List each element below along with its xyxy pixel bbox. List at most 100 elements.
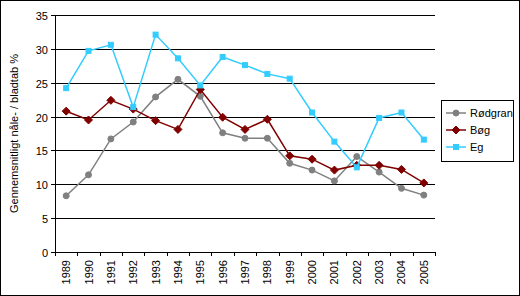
data-point [377,115,382,120]
data-point [310,110,315,115]
data-point [153,94,159,100]
data-point [399,110,404,115]
data-point [420,179,428,187]
y-tick [51,252,55,253]
x-tick-divider [390,252,391,256]
legend-marker [452,126,460,134]
x-tick-divider [301,252,302,256]
data-point [198,83,203,88]
y-tick [51,117,55,118]
data-point [421,137,426,142]
x-tick-divider [346,252,347,256]
data-point [263,115,271,123]
legend-marker [454,145,459,150]
x-tick-label: 1992 [127,260,139,284]
grid-line [55,184,435,185]
x-tick-divider [100,252,101,256]
x-tick-label: 2001 [328,260,340,284]
data-point [243,63,248,68]
grid-line [55,218,435,219]
data-point [107,96,115,104]
x-tick-label: 1993 [150,260,162,284]
x-tick-divider [413,252,414,256]
data-point [63,193,69,199]
y-tick [51,218,55,219]
data-point [174,125,182,133]
data-point [152,117,160,125]
x-tick-divider [189,252,190,256]
data-point [219,113,227,121]
y-tick-label: 25 [36,78,48,90]
data-point [129,105,137,113]
grid-line [55,150,435,151]
data-point [108,42,113,47]
data-point [131,105,136,110]
x-tick-label: 1994 [172,260,184,284]
x-tick-label: 2002 [351,260,363,284]
legend-label: Rødgran [470,107,513,119]
y-tick-label: 30 [36,44,48,56]
data-point [264,135,270,141]
x-tick-divider [279,252,280,256]
data-point [220,130,226,136]
data-point [354,165,359,170]
legend-box [442,101,514,162]
x-tick-label: 1997 [239,260,251,284]
x-tick-divider [122,252,123,256]
data-point [64,86,69,91]
y-tick-label: 0 [42,247,48,259]
legend-marker [453,110,459,116]
y-tick [51,15,55,16]
data-point [85,116,93,124]
data-point [331,178,337,184]
x-tick-divider [211,252,212,256]
data-point [265,71,270,76]
x-tick-divider [144,252,145,256]
data-point [332,139,337,144]
grid-line [55,15,435,16]
y-tick [51,83,55,84]
x-tick-divider [256,252,257,256]
y-tick-label: 35 [36,10,48,22]
data-point [398,185,404,191]
data-point [354,154,360,160]
data-point [287,76,292,81]
data-point [309,167,315,173]
data-point [153,32,158,37]
y-tick-label: 20 [36,112,48,124]
data-point [287,160,293,166]
x-tick-label: 1996 [217,260,229,284]
data-point [130,119,136,125]
plot-area [62,32,428,199]
data-point [86,48,91,53]
y-tick-label: 10 [36,179,48,191]
grid-line [55,83,435,84]
x-tick-divider [368,252,369,256]
x-tick-label: 1991 [105,260,117,284]
y-tick [51,49,55,50]
data-point [375,161,383,169]
chart-border [1,1,520,296]
legend-label: Eg [470,141,483,153]
grid-line [55,252,435,253]
x-tick-label: 2004 [395,260,407,284]
data-point [421,192,427,198]
data-point [62,107,70,115]
data-point [241,125,249,133]
data-point [242,135,248,141]
x-tick-divider [167,252,168,256]
x-tick-label: 2003 [373,260,385,284]
x-tick-divider [55,252,56,256]
y-tick [51,150,55,151]
data-point [175,76,181,82]
x-tick-label: 2000 [306,260,318,284]
x-tick-label: 1999 [284,260,296,284]
x-tick-divider [435,252,436,256]
data-point [286,152,294,160]
y-tick [51,184,55,185]
x-tick-label: 2005 [418,260,430,284]
data-point [397,165,405,173]
y-axis-label: Gennemsnitligt nåle- / bladtab % [8,54,20,213]
data-point [86,172,92,178]
data-point [108,136,114,142]
